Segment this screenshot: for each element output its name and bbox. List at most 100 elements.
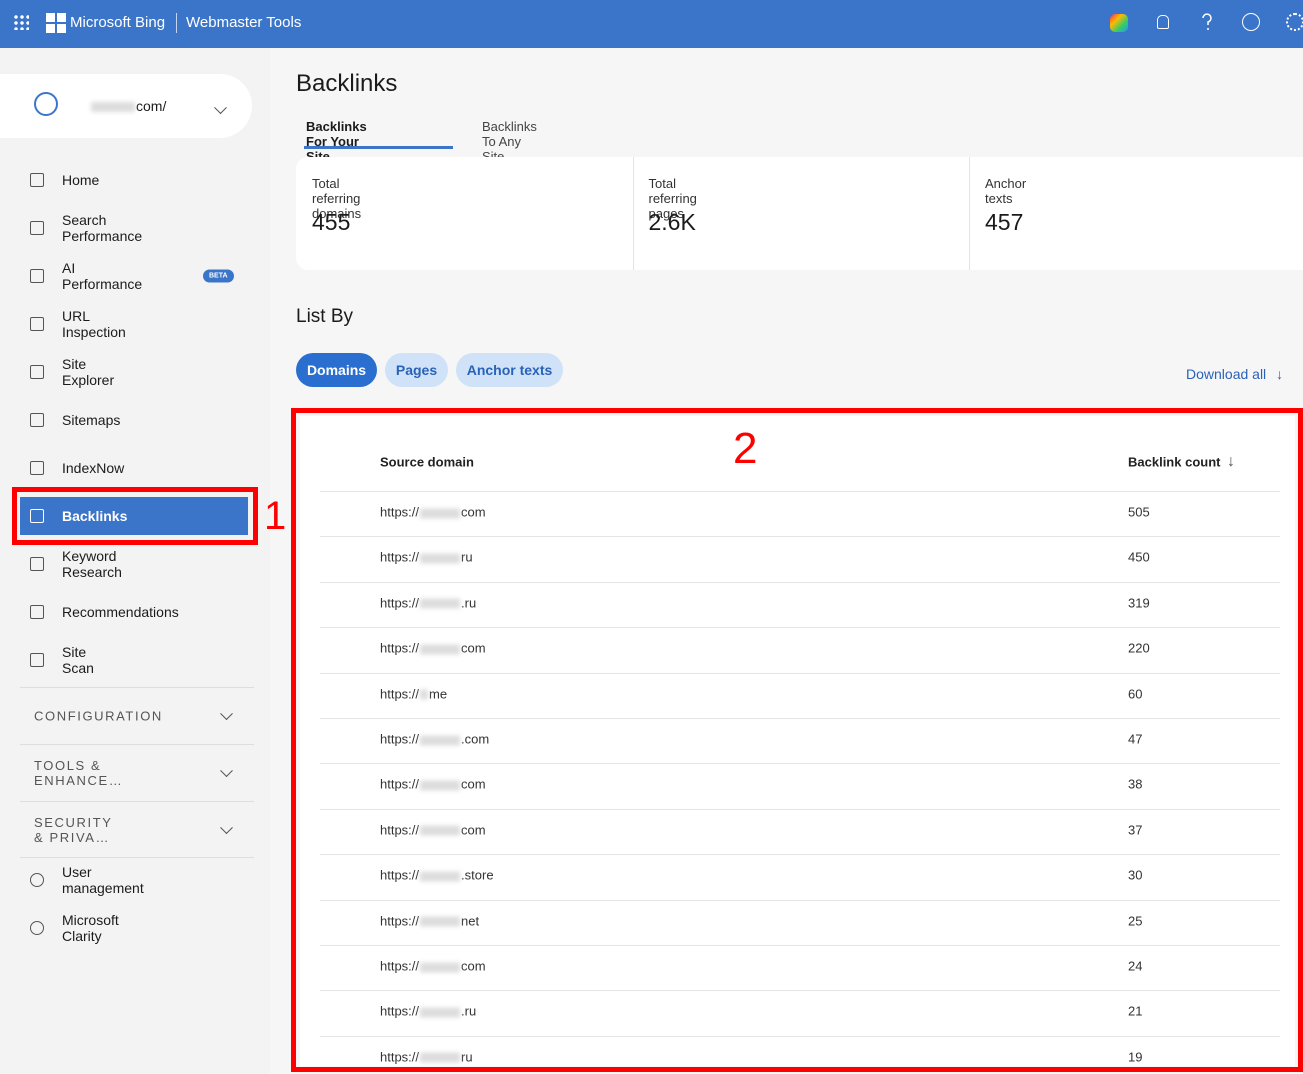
nav-item[interactable]: URL Inspection xyxy=(62,308,126,340)
annotation-label: 2 xyxy=(733,424,758,473)
domain-cell: https:// .ru xyxy=(380,595,476,610)
domain-cell: https:// ru xyxy=(380,550,473,565)
download-label: Download all xyxy=(1186,366,1267,382)
count-cell: 60 xyxy=(1128,686,1143,702)
nav-item[interactable]: Site Explorer xyxy=(62,356,115,388)
row-separator xyxy=(320,990,1280,992)
top-bar: Microsoft Bing Webmaster Tools xyxy=(0,0,1303,48)
nav-item[interactable]: AI Performance xyxy=(62,260,143,292)
annotation-label: 1 xyxy=(264,494,287,538)
nav-section[interactable]: TOOLS & ENHANCE… xyxy=(34,758,124,788)
domain-cell: https:// com xyxy=(380,777,486,792)
count-cell: 220 xyxy=(1128,640,1150,656)
nav-icon xyxy=(30,605,44,619)
blurred-text xyxy=(420,825,461,836)
nav-icon xyxy=(30,365,44,379)
download-all[interactable]: Download all ↓ xyxy=(1186,366,1283,382)
filter-pill[interactable]: Pages xyxy=(385,353,448,387)
filter-pill[interactable]: Anchor texts xyxy=(456,353,563,387)
domain-cell: https:// com xyxy=(380,822,486,837)
column-header[interactable]: Backlink count xyxy=(1128,454,1221,470)
domain-cell: https:// me xyxy=(380,686,447,701)
blurred-text xyxy=(420,962,461,973)
nav-item[interactable]: Microsoft Clarity xyxy=(62,912,119,944)
row-separator xyxy=(320,491,1280,492)
nav-section[interactable]: SECURITY & PRIVA… xyxy=(34,815,113,845)
help-icon[interactable] xyxy=(1198,12,1216,32)
nav-item[interactable]: Search Performance xyxy=(62,212,143,244)
count-cell: 505 xyxy=(1128,504,1150,520)
globe-icon xyxy=(34,92,58,116)
page-title: Backlinks xyxy=(296,70,398,97)
annotation-box-1 xyxy=(12,487,258,545)
site-selector[interactable]: com/ xyxy=(0,74,252,138)
domain-prefix: https:// xyxy=(380,822,420,838)
domain-prefix: https:// xyxy=(380,867,420,883)
domain-prefix: https:// xyxy=(380,913,420,929)
divider xyxy=(176,13,177,33)
row-separator xyxy=(320,1035,1280,1037)
feedback-icon[interactable] xyxy=(1242,13,1260,31)
app-launcher[interactable] xyxy=(13,14,29,30)
nav-section[interactable]: CONFIGURATION xyxy=(34,708,163,724)
blurred-text xyxy=(420,1007,461,1018)
site-name: com/ xyxy=(90,98,166,114)
domain-prefix: https:// xyxy=(380,640,420,656)
domain-cell: https:// ru xyxy=(380,1049,473,1064)
stat-divider xyxy=(632,157,634,270)
blurred-text xyxy=(420,735,461,746)
domain-cell: https:// .ru xyxy=(380,1004,476,1019)
nav-item[interactable]: Sitemaps xyxy=(62,412,121,428)
nav-selected xyxy=(20,497,248,535)
stat-value: 2.6K xyxy=(648,209,696,235)
domain-suffix: net xyxy=(461,913,480,929)
row-separator xyxy=(320,854,1280,856)
row-separator xyxy=(320,536,1280,538)
nav-icon xyxy=(30,317,44,331)
blurred-text xyxy=(420,644,461,655)
domain-prefix: https:// xyxy=(380,1003,420,1019)
domain-suffix: .store xyxy=(461,867,494,883)
nav-item[interactable]: Site Scan xyxy=(62,644,94,676)
nav-item[interactable]: Home xyxy=(62,172,100,188)
stat-label: Total referring domains xyxy=(312,176,362,221)
blurred-text xyxy=(91,102,135,113)
notifications-icon[interactable] xyxy=(1157,15,1169,29)
copilot-icon[interactable] xyxy=(1110,14,1128,32)
count-cell: 19 xyxy=(1128,1049,1143,1065)
table-card xyxy=(300,416,1295,1066)
blurred-text xyxy=(420,871,461,882)
blurred-text xyxy=(420,689,429,700)
nav-item[interactable]: Recommendations xyxy=(62,604,179,620)
nav-icon xyxy=(30,173,44,187)
sort-icon: ↓ xyxy=(1227,453,1235,470)
help-glyph xyxy=(1202,13,1212,30)
blurred-text xyxy=(420,780,461,791)
nav-item[interactable]: Backlinks xyxy=(62,508,128,524)
domain-suffix: com xyxy=(461,958,486,974)
row-separator xyxy=(320,763,1280,765)
nav-item[interactable]: User management xyxy=(62,864,144,896)
row-separator xyxy=(320,808,1280,810)
tab-underline xyxy=(304,146,453,149)
count-cell: 38 xyxy=(1128,776,1143,792)
row-separator xyxy=(320,627,1280,629)
download-icon: ↓ xyxy=(1276,366,1284,382)
filter-pill[interactable]: Domains xyxy=(296,353,377,387)
domain-suffix: com xyxy=(461,504,486,520)
nav-item[interactable]: Keyword Research xyxy=(62,548,122,580)
nav-icon xyxy=(30,509,44,523)
domain-suffix: .ru xyxy=(461,595,477,611)
domain-cell: https:// com xyxy=(380,641,486,656)
nav-item[interactable]: IndexNow xyxy=(62,460,125,476)
count-cell: 24 xyxy=(1128,958,1143,974)
section-separator xyxy=(20,744,254,745)
stat-label: Total referring pages xyxy=(648,176,697,221)
row-separator xyxy=(320,672,1280,674)
nav-icon xyxy=(30,413,44,427)
nav-icon xyxy=(30,921,44,935)
nav-icon xyxy=(30,873,44,887)
blurred-text xyxy=(420,1052,461,1063)
count-cell: 319 xyxy=(1128,595,1150,611)
